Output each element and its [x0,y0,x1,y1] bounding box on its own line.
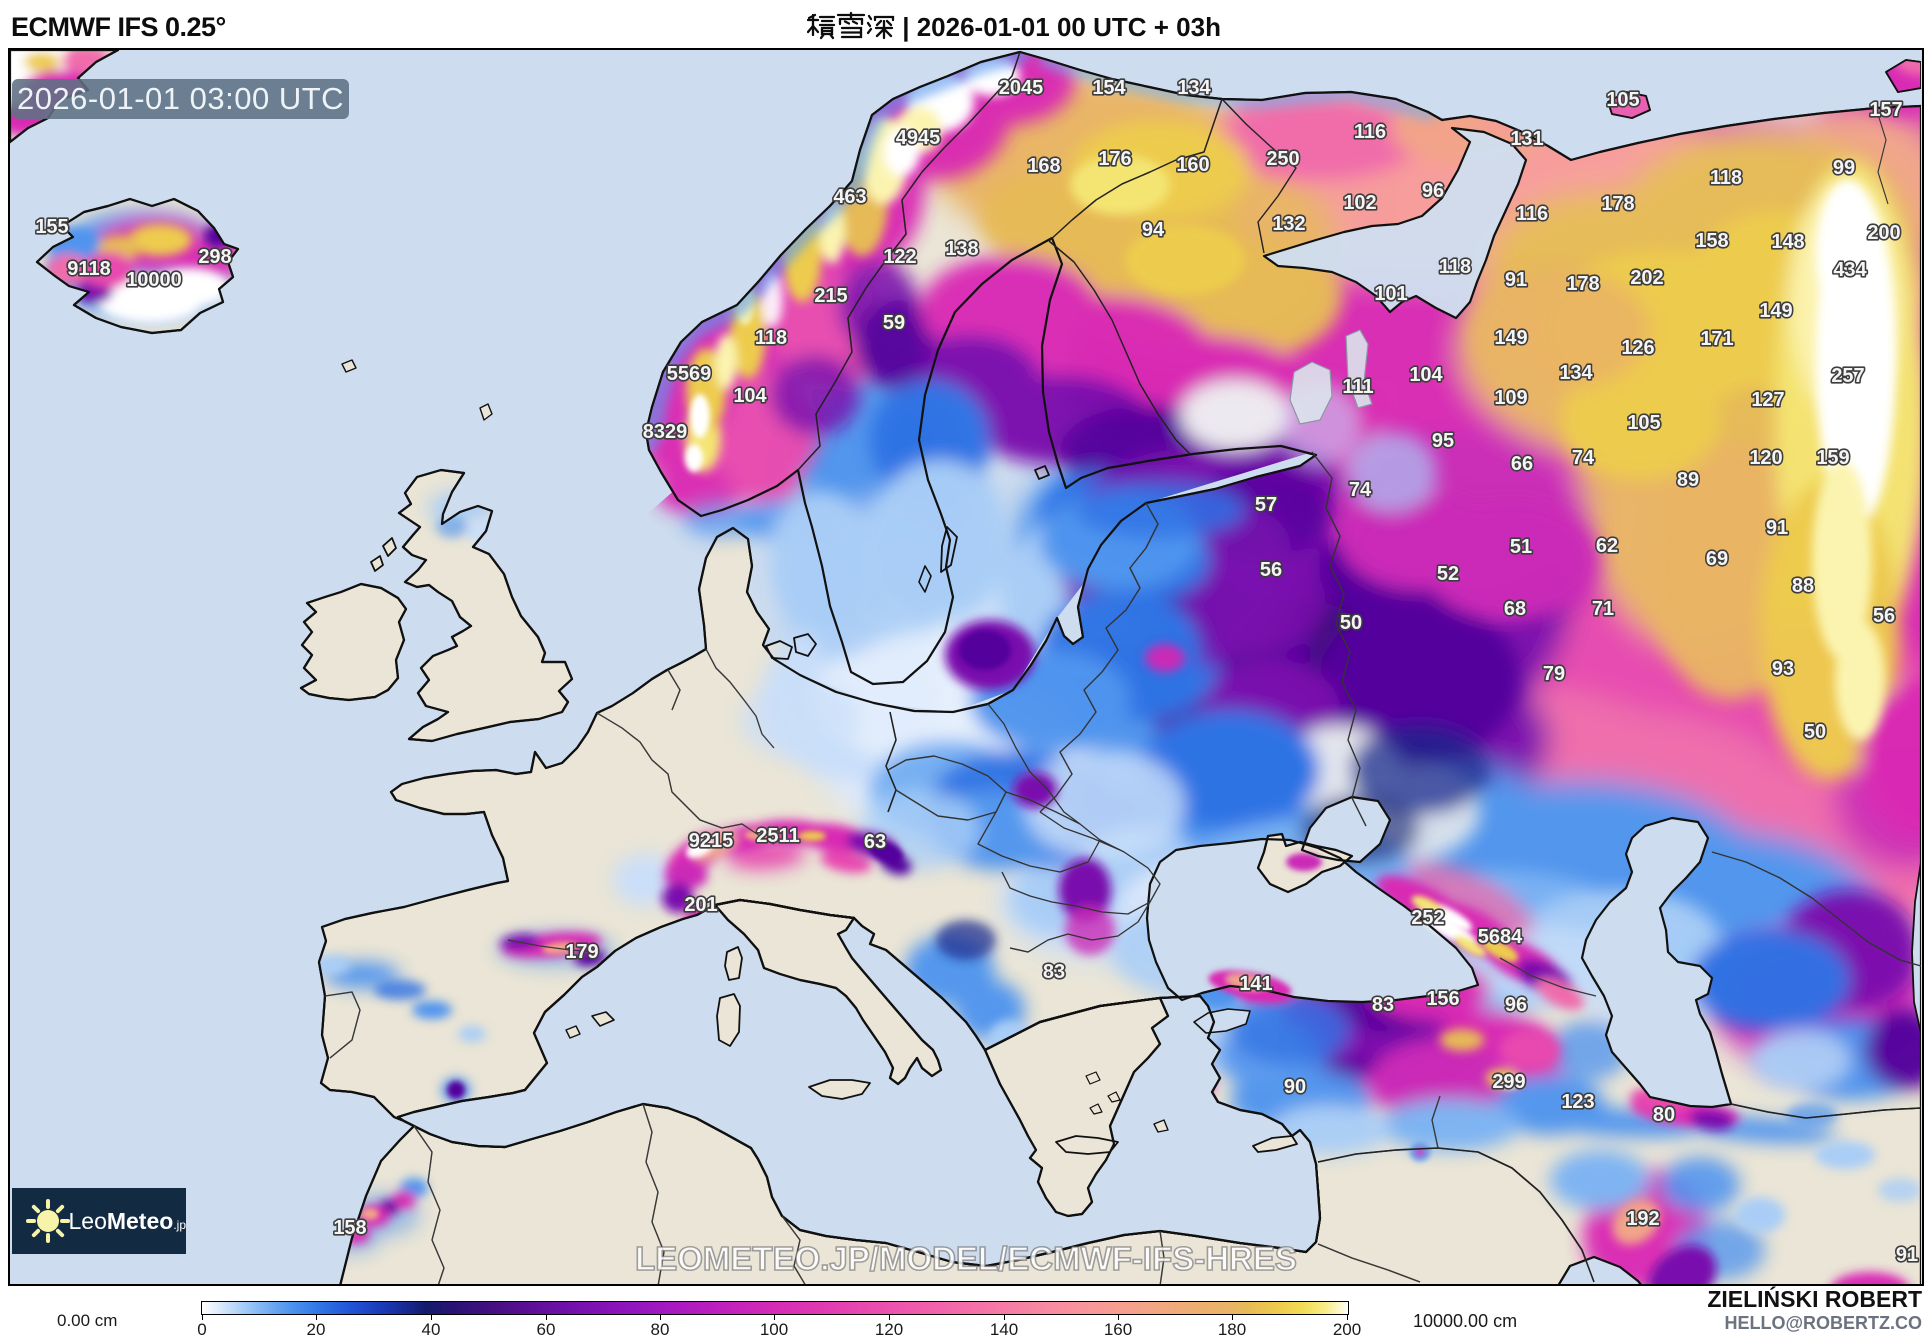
svg-text:122: 122 [883,246,916,268]
svg-text:2511: 2511 [756,825,799,847]
svg-text:9118: 9118 [67,258,110,280]
svg-text:157: 157 [1869,99,1902,121]
svg-text:93: 93 [1772,658,1794,680]
svg-text:168: 168 [1027,155,1060,177]
svg-text:9215: 9215 [689,830,734,852]
svg-text:257: 257 [1831,365,1864,387]
svg-text:66: 66 [1511,453,1533,475]
svg-text:96: 96 [1505,994,1527,1016]
svg-text:120: 120 [1749,447,1782,469]
svg-text:158: 158 [1695,230,1728,252]
svg-text:215: 215 [814,285,847,307]
svg-text:91: 91 [1505,269,1527,291]
svg-text:105: 105 [1606,89,1639,111]
svg-text:2045: 2045 [999,77,1044,99]
svg-text:158: 158 [333,1217,366,1239]
svg-text:5569: 5569 [667,363,712,385]
svg-text:138: 138 [945,238,978,260]
svg-text:83: 83 [1043,961,1065,983]
svg-text:126: 126 [1621,337,1654,359]
svg-text:105: 105 [1627,412,1660,434]
svg-text:96: 96 [1422,180,1444,202]
svg-text:252: 252 [1411,907,1444,929]
svg-text:94: 94 [1142,219,1165,241]
svg-text:101: 101 [1374,283,1407,305]
svg-text:104: 104 [1409,364,1443,386]
svg-text:178: 178 [1566,273,1599,295]
svg-text:52: 52 [1437,563,1459,585]
svg-text:127: 127 [1751,389,1784,411]
svg-text:149: 149 [1494,327,1527,349]
svg-text:179: 179 [565,941,598,963]
svg-text:56: 56 [1260,559,1282,581]
svg-text:123: 123 [1561,1091,1594,1113]
svg-text:71: 71 [1592,598,1614,620]
svg-text:50: 50 [1804,721,1826,743]
svg-text:200: 200 [1867,222,1900,244]
svg-text:4945: 4945 [896,127,941,149]
svg-text:159: 159 [1816,447,1849,469]
svg-text:116: 116 [1354,121,1386,143]
svg-text:141: 141 [1239,973,1272,995]
svg-text:201: 201 [684,894,717,916]
svg-text:116: 116 [1516,203,1548,225]
svg-text:91: 91 [1896,1244,1918,1266]
svg-text:79: 79 [1543,663,1565,685]
svg-text:104: 104 [733,385,767,407]
svg-text:131: 131 [1510,128,1543,150]
svg-text:99: 99 [1833,157,1855,179]
svg-text:176: 176 [1098,148,1131,170]
svg-text:91: 91 [1766,517,1788,539]
svg-text:59: 59 [883,312,905,334]
svg-text:118: 118 [1439,256,1471,278]
svg-text:83: 83 [1372,994,1394,1016]
svg-text:156: 156 [1426,988,1459,1010]
svg-text:298: 298 [198,246,231,268]
svg-text:155: 155 [35,216,68,238]
svg-text:68: 68 [1504,598,1526,620]
svg-text:63: 63 [864,831,886,853]
svg-text:88: 88 [1792,575,1814,597]
svg-text:74: 74 [1349,479,1372,501]
svg-text:10000: 10000 [126,269,182,291]
svg-text:434: 434 [1833,259,1867,281]
svg-text:111: 111 [1342,376,1373,398]
svg-text:148: 148 [1771,231,1804,253]
svg-text:74: 74 [1572,447,1595,469]
svg-text:149: 149 [1759,300,1792,322]
svg-text:89: 89 [1677,469,1699,491]
svg-text:118: 118 [1710,167,1742,189]
svg-text:118: 118 [755,327,787,349]
svg-text:95: 95 [1432,430,1454,452]
svg-text:50: 50 [1340,612,1362,634]
svg-text:134: 134 [1177,77,1211,99]
svg-text:51: 51 [1510,536,1532,558]
svg-text:56: 56 [1873,605,1895,627]
svg-text:80: 80 [1653,1104,1675,1126]
svg-text:102: 102 [1343,192,1376,214]
svg-text:8329: 8329 [643,421,688,443]
svg-text:192: 192 [1626,1208,1659,1230]
svg-text:69: 69 [1706,548,1728,570]
svg-text:132: 132 [1272,213,1305,235]
svg-text:299: 299 [1492,1071,1525,1093]
svg-text:178: 178 [1601,193,1634,215]
svg-text:134: 134 [1559,362,1593,384]
svg-text:154: 154 [1092,77,1126,99]
svg-text:463: 463 [833,186,866,208]
svg-text:250: 250 [1266,148,1299,170]
svg-text:160: 160 [1176,154,1209,176]
svg-text:171: 171 [1700,328,1733,350]
svg-text:202: 202 [1630,267,1663,289]
svg-text:62: 62 [1596,535,1618,557]
svg-text:90: 90 [1284,1076,1306,1098]
svg-text:5684: 5684 [1478,926,1523,948]
svg-text:109: 109 [1494,387,1527,409]
svg-text:57: 57 [1255,494,1277,516]
